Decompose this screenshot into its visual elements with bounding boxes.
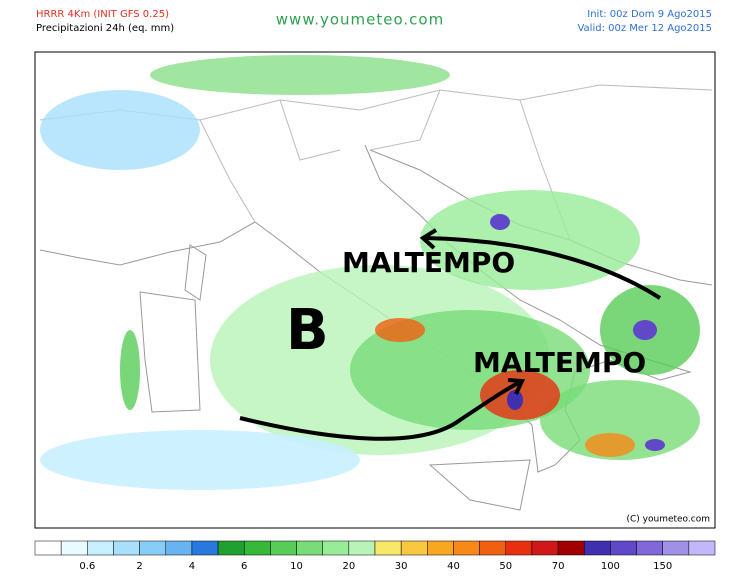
color-box (610, 540, 637, 556)
color-box (60, 540, 88, 556)
color-box (34, 540, 62, 556)
product-label: Precipitazioni 24h (eq. mm) (36, 23, 174, 34)
color-box (243, 540, 271, 556)
arrows (239, 228, 662, 441)
colorbar: 0.6 2 4 6 10 20 30 40 50 70 100 150 (34, 540, 716, 572)
color-box (322, 540, 350, 556)
colorbar-label: 2 (136, 561, 142, 572)
color-box (557, 540, 585, 556)
colorbar-label: 6 (241, 561, 247, 572)
colorbar-label: 40 (447, 561, 460, 572)
map: MALTEMPO B MALTEMPO (C) youmeteo.com (34, 51, 716, 529)
colorbar-label: 150 (653, 561, 672, 572)
valid-label: Valid: 00z Mer 12 Ago2015 (577, 23, 712, 34)
colorbar-label: 70 (552, 561, 565, 572)
color-box (87, 540, 114, 556)
precipitation (40, 55, 700, 490)
color-box (636, 540, 663, 556)
annotation: MALTEMPO (473, 346, 646, 379)
color-box (688, 540, 716, 556)
annotation: MALTEMPO (342, 246, 515, 279)
site-label: www.youmeteo.com (276, 11, 444, 29)
color-box (479, 540, 507, 556)
color-box (662, 540, 690, 556)
colorbar-label: 100 (601, 561, 620, 572)
colorbar-label: 4 (189, 561, 195, 572)
annotation: B (286, 298, 329, 363)
color-box (217, 540, 245, 556)
colorbar-label: 50 (499, 561, 512, 572)
color-box (531, 540, 559, 556)
colorbar-label: 30 (395, 561, 408, 572)
colorbar-label: 20 (342, 561, 355, 572)
color-box (348, 540, 376, 556)
copyright: (C) youmeteo.com (626, 515, 710, 525)
colorbar-label: 0.6 (79, 561, 95, 572)
color-box (113, 540, 140, 556)
colorbar-label: 10 (290, 561, 303, 572)
color-box (191, 540, 219, 556)
color-box (453, 540, 480, 556)
color-box (270, 540, 297, 556)
color-box (505, 540, 533, 556)
init-label: Init: 00z Dom 9 Ago2015 (587, 9, 712, 20)
color-box (400, 540, 428, 556)
color-box (165, 540, 193, 556)
color-box (427, 540, 454, 556)
color-box (374, 540, 402, 556)
color-box (139, 540, 167, 556)
model-label: HRRR 4Km (INIT GFS 0.25) (36, 9, 169, 20)
color-box (296, 540, 323, 556)
color-box (583, 540, 611, 556)
